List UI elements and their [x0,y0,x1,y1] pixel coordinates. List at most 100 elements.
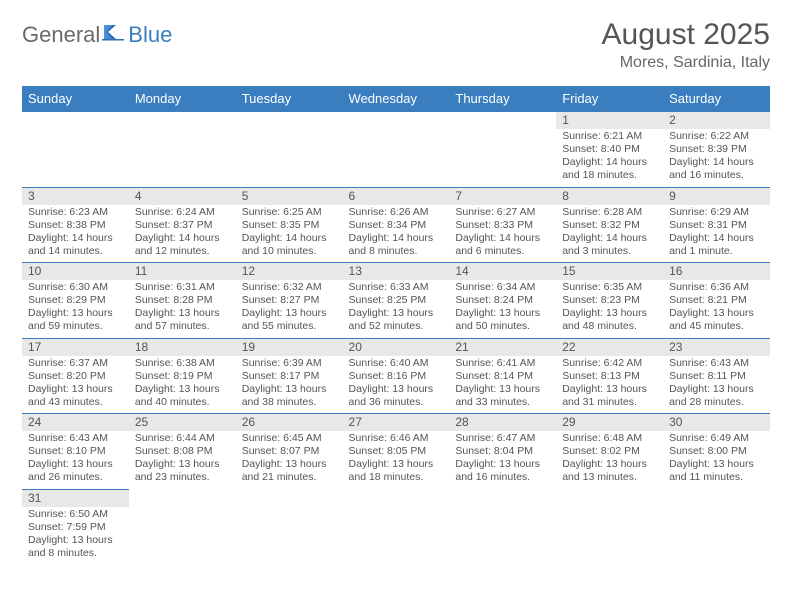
calendar-table: Sunday Monday Tuesday Wednesday Thursday… [22,86,770,565]
daylight-text: Daylight: 13 hours and 48 minutes. [562,307,657,333]
day-number-cell [236,489,343,507]
day-body-row: Sunrise: 6:37 AMSunset: 8:20 PMDaylight:… [22,356,770,414]
day-body-cell: Sunrise: 6:37 AMSunset: 8:20 PMDaylight:… [22,356,129,414]
day-body-cell: Sunrise: 6:29 AMSunset: 8:31 PMDaylight:… [663,205,770,263]
sunrise-text: Sunrise: 6:40 AM [349,357,444,370]
sunrise-text: Sunrise: 6:23 AM [28,206,123,219]
day-number-cell [129,112,236,130]
day-body-cell: Sunrise: 6:35 AMSunset: 8:23 PMDaylight:… [556,280,663,338]
sunrise-text: Sunrise: 6:41 AM [455,357,550,370]
sunset-text: Sunset: 8:27 PM [242,294,337,307]
day-body-cell [449,507,556,565]
day-number-row: 10111213141516 [22,263,770,281]
daylight-text: Daylight: 13 hours and 50 minutes. [455,307,550,333]
daylight-text: Daylight: 13 hours and 43 minutes. [28,383,123,409]
sunrise-text: Sunrise: 6:28 AM [562,206,657,219]
sunset-text: Sunset: 8:11 PM [669,370,764,383]
day-body-cell: Sunrise: 6:38 AMSunset: 8:19 PMDaylight:… [129,356,236,414]
day-body-cell: Sunrise: 6:42 AMSunset: 8:13 PMDaylight:… [556,356,663,414]
day-number-cell: 19 [236,338,343,356]
day-body-cell: Sunrise: 6:41 AMSunset: 8:14 PMDaylight:… [449,356,556,414]
daylight-text: Daylight: 13 hours and 45 minutes. [669,307,764,333]
day-body-cell: Sunrise: 6:25 AMSunset: 8:35 PMDaylight:… [236,205,343,263]
weekday-header: Wednesday [343,86,450,112]
weekday-header: Thursday [449,86,556,112]
sunrise-text: Sunrise: 6:47 AM [455,432,550,445]
day-number-cell: 3 [22,187,129,205]
sunset-text: Sunset: 8:02 PM [562,445,657,458]
day-body-cell: Sunrise: 6:43 AMSunset: 8:10 PMDaylight:… [22,431,129,489]
daylight-text: Daylight: 13 hours and 11 minutes. [669,458,764,484]
day-number-cell: 27 [343,414,450,432]
day-number-cell: 26 [236,414,343,432]
day-body-cell: Sunrise: 6:32 AMSunset: 8:27 PMDaylight:… [236,280,343,338]
logo: General Blue [22,22,172,48]
sunset-text: Sunset: 8:33 PM [455,219,550,232]
day-number-cell: 11 [129,263,236,281]
sunset-text: Sunset: 8:17 PM [242,370,337,383]
sunrise-text: Sunrise: 6:25 AM [242,206,337,219]
day-body-cell: Sunrise: 6:24 AMSunset: 8:37 PMDaylight:… [129,205,236,263]
day-body-cell [449,129,556,187]
day-number-cell: 31 [22,489,129,507]
day-number-cell [236,112,343,130]
weekday-header: Sunday [22,86,129,112]
sunset-text: Sunset: 8:37 PM [135,219,230,232]
sunset-text: Sunset: 8:35 PM [242,219,337,232]
day-body-cell: Sunrise: 6:45 AMSunset: 8:07 PMDaylight:… [236,431,343,489]
day-body-row: Sunrise: 6:21 AMSunset: 8:40 PMDaylight:… [22,129,770,187]
sunset-text: Sunset: 8:13 PM [562,370,657,383]
daylight-text: Daylight: 14 hours and 8 minutes. [349,232,444,258]
day-number-cell: 14 [449,263,556,281]
sunrise-text: Sunrise: 6:49 AM [669,432,764,445]
day-number-cell: 8 [556,187,663,205]
calendar-body: 12Sunrise: 6:21 AMSunset: 8:40 PMDayligh… [22,112,770,565]
sunrise-text: Sunrise: 6:38 AM [135,357,230,370]
logo-word-1: General [22,22,100,48]
daylight-text: Daylight: 13 hours and 57 minutes. [135,307,230,333]
day-body-cell: Sunrise: 6:50 AMSunset: 7:59 PMDaylight:… [22,507,129,565]
day-number-cell [22,112,129,130]
day-body-cell [663,507,770,565]
daylight-text: Daylight: 14 hours and 6 minutes. [455,232,550,258]
sunset-text: Sunset: 8:20 PM [28,370,123,383]
day-number-cell [343,489,450,507]
day-body-cell [343,507,450,565]
day-body-cell [129,507,236,565]
sunrise-text: Sunrise: 6:48 AM [562,432,657,445]
daylight-text: Daylight: 13 hours and 18 minutes. [349,458,444,484]
day-number-cell: 25 [129,414,236,432]
day-body-cell: Sunrise: 6:30 AMSunset: 8:29 PMDaylight:… [22,280,129,338]
daylight-text: Daylight: 13 hours and 8 minutes. [28,534,123,560]
day-body-row: Sunrise: 6:50 AMSunset: 7:59 PMDaylight:… [22,507,770,565]
day-number-cell: 15 [556,263,663,281]
day-body-cell: Sunrise: 6:47 AMSunset: 8:04 PMDaylight:… [449,431,556,489]
daylight-text: Daylight: 13 hours and 38 minutes. [242,383,337,409]
day-body-row: Sunrise: 6:23 AMSunset: 8:38 PMDaylight:… [22,205,770,263]
day-number-cell: 13 [343,263,450,281]
day-number-row: 17181920212223 [22,338,770,356]
sunset-text: Sunset: 8:16 PM [349,370,444,383]
sunrise-text: Sunrise: 6:30 AM [28,281,123,294]
sunset-text: Sunset: 8:00 PM [669,445,764,458]
day-number-cell: 9 [663,187,770,205]
weekday-header: Friday [556,86,663,112]
day-number-cell [556,489,663,507]
sunrise-text: Sunrise: 6:22 AM [669,130,764,143]
daylight-text: Daylight: 13 hours and 33 minutes. [455,383,550,409]
day-number-row: 3456789 [22,187,770,205]
weekday-header-row: Sunday Monday Tuesday Wednesday Thursday… [22,86,770,112]
day-body-cell [22,129,129,187]
sunset-text: Sunset: 8:28 PM [135,294,230,307]
sunset-text: Sunset: 8:19 PM [135,370,230,383]
daylight-text: Daylight: 14 hours and 14 minutes. [28,232,123,258]
sunrise-text: Sunrise: 6:29 AM [669,206,764,219]
title-block: August 2025 Mores, Sardinia, Italy [602,18,770,72]
sunrise-text: Sunrise: 6:46 AM [349,432,444,445]
day-number-cell [663,489,770,507]
daylight-text: Daylight: 13 hours and 59 minutes. [28,307,123,333]
day-body-row: Sunrise: 6:30 AMSunset: 8:29 PMDaylight:… [22,280,770,338]
day-number-cell: 16 [663,263,770,281]
day-number-cell: 23 [663,338,770,356]
daylight-text: Daylight: 13 hours and 13 minutes. [562,458,657,484]
